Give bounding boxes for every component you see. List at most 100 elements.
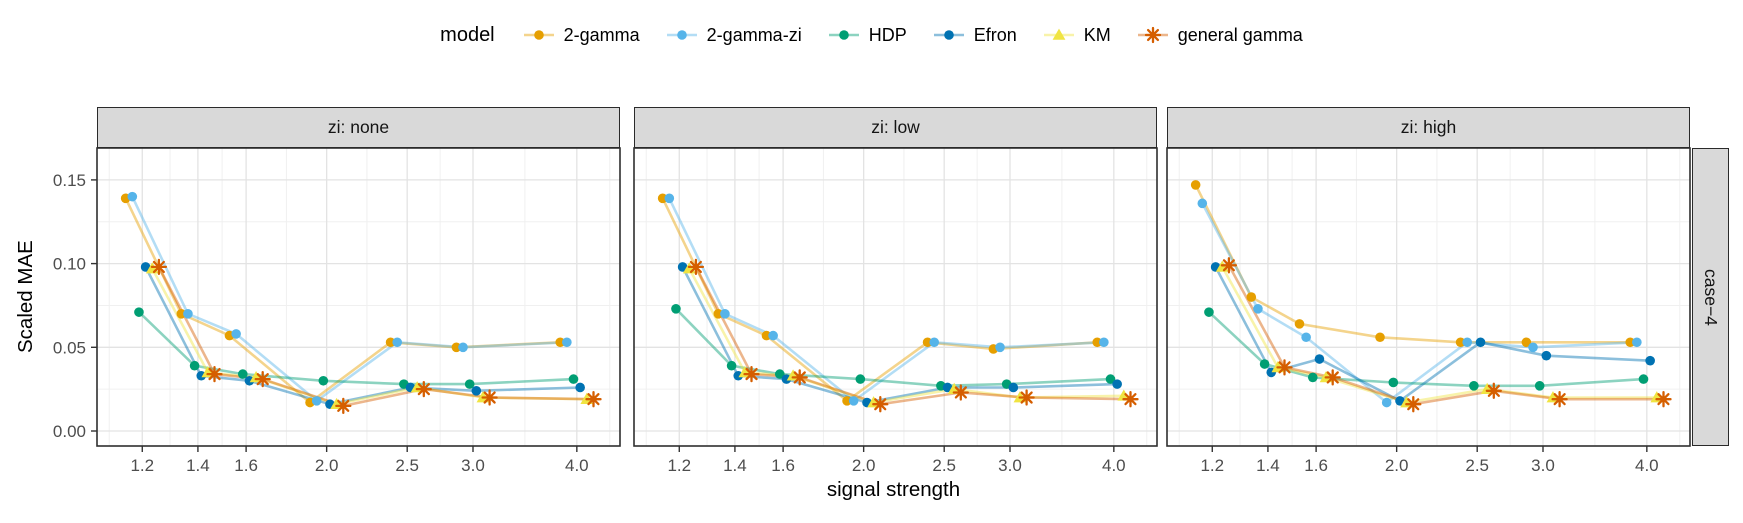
y-tick-label: 0.05 (53, 338, 86, 357)
legend-item-2-gamma-zi: 2-gamma-zi (664, 25, 802, 46)
point-2-gamma (1625, 337, 1636, 348)
point-general gamma (1551, 391, 1568, 408)
point-HDP (1534, 381, 1545, 391)
point-Efron (140, 262, 151, 272)
point-Efron (1395, 396, 1405, 406)
point-general gamma (687, 258, 705, 276)
facet-strip-zi-low: zi: low (634, 107, 1157, 148)
point-general gamma (1655, 391, 1672, 408)
point-general gamma (1220, 257, 1238, 274)
point-HDP (1259, 359, 1270, 369)
point-general gamma (254, 370, 271, 388)
panel-zi-low: 1.2 1.4 1.6 2.0 2.5 3.0 4.0 (633, 147, 1158, 475)
point-Efron (244, 375, 255, 386)
x-tick-label: 1.2 (667, 456, 691, 475)
point-HDP (1388, 377, 1399, 388)
point-2-gamma-zi (1381, 397, 1392, 408)
point-2-gamma-zi (1099, 337, 1109, 348)
point-HDP (568, 374, 579, 384)
point-general gamma (415, 380, 432, 398)
point-HDP (1638, 374, 1649, 384)
point-Efron (733, 370, 744, 381)
point-general gamma (1276, 359, 1293, 376)
point-Efron (1008, 382, 1019, 393)
point-2-gamma-zi (929, 337, 940, 348)
legend-key-2-gamma-zi-icon (666, 30, 697, 40)
point-2-gamma-zi (1632, 337, 1642, 348)
point-Efron (943, 30, 954, 40)
point-HDP (726, 360, 737, 371)
point-2-gamma (1092, 337, 1103, 348)
point-Efron (1314, 354, 1325, 364)
point-2-gamma (1294, 319, 1305, 329)
x-tick-label: 1.2 (1200, 456, 1224, 475)
x-tick-label: 1.6 (1304, 456, 1328, 475)
point-2-gamma-zi (392, 337, 403, 348)
x-tick-label: 1.6 (771, 456, 795, 475)
point-general gamma (952, 384, 969, 401)
legend-key-hdp-icon (828, 30, 859, 40)
x-tick-label: 2.5 (1465, 456, 1489, 475)
point-general gamma (335, 397, 352, 415)
point-2-gamma (1246, 292, 1257, 302)
point-2-gamma-zi (848, 396, 859, 406)
legend-title: model (440, 23, 495, 46)
x-tick-label: 2.0 (852, 456, 876, 475)
point-2-gamma-zi (562, 337, 572, 348)
legend-label: general gamma (1177, 24, 1303, 45)
point-Efron (196, 370, 207, 381)
legend-label: HDP (868, 24, 907, 45)
x-tick-label: 2.5 (932, 456, 956, 475)
x-axis-title: signal strength (826, 478, 961, 501)
point-general gamma (585, 391, 602, 408)
x-tick-label: 4.0 (1635, 456, 1659, 475)
x-tick-label: 3.0 (998, 456, 1022, 475)
point-2-gamma-zi (1253, 303, 1263, 314)
point-2-gamma (713, 309, 724, 319)
legend-label: Efron (973, 24, 1017, 45)
x-tick-label: 1.4 (723, 456, 747, 475)
point-HDP (671, 303, 681, 314)
point-HDP (134, 307, 144, 317)
point-Efron (781, 374, 792, 384)
facet-strip-zi-none: zi: none (97, 107, 620, 148)
y-tick-label: 0.10 (53, 255, 86, 274)
point-2-gamma-zi (1197, 198, 1208, 209)
point-KM (1117, 389, 1131, 401)
point-Efron (1541, 350, 1552, 361)
point-KM (947, 382, 961, 394)
point-general gamma (150, 258, 168, 276)
point-HDP (237, 369, 248, 379)
point-2-gamma (1375, 332, 1385, 343)
point-HDP (318, 375, 329, 386)
legend-item-km: KM (1041, 25, 1111, 46)
point-general gamma (206, 365, 223, 383)
point-2-gamma (555, 337, 566, 348)
legend: model 2-gamma 2-gamma-zi HDP Efron KM ge… (0, 18, 1743, 52)
point-HDP (189, 360, 200, 371)
point-2-gamma (533, 30, 544, 40)
point-2-gamma-zi (676, 30, 687, 40)
y-tick-label: 0.15 (53, 171, 86, 190)
legend-item-2-gamma: 2-gamma (521, 25, 640, 46)
legend-key-general-gamma-icon (1137, 26, 1168, 44)
x-tick-label: 4.0 (565, 456, 589, 475)
point-general gamma (481, 389, 498, 406)
point-2-gamma (176, 309, 187, 319)
facet-strip-zi-high: zi: high (1167, 107, 1690, 148)
x-tick-label: 2.5 (395, 456, 419, 475)
point-Efron (942, 382, 953, 393)
legend-label: KM (1083, 24, 1111, 45)
point-2-gamma-zi (1462, 337, 1473, 348)
point-2-gamma-zi (127, 191, 138, 202)
point-Efron (1475, 337, 1486, 348)
legend-key-km-icon (1043, 28, 1074, 40)
point-HDP (774, 369, 785, 379)
legend-key-2-gamma-icon (523, 30, 554, 40)
point-2-gamma-zi (231, 329, 241, 339)
x-tick-label: 2.0 (1385, 456, 1409, 475)
x-tick-label: 1.4 (1256, 456, 1280, 475)
point-HDP (1307, 372, 1318, 383)
x-tick-label: 4.0 (1102, 456, 1126, 475)
